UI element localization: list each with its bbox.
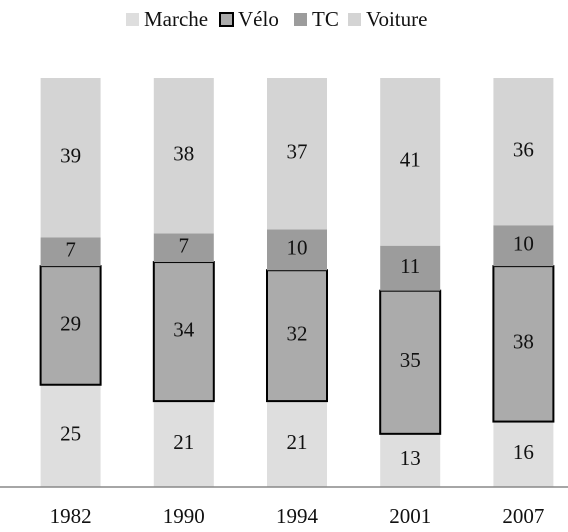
legend-swatch [219,12,234,27]
bar-segment [153,233,214,263]
bar-segment [493,78,554,226]
bar-segment [267,78,327,230]
data-label: 16 [513,440,534,464]
legend-label: Vélo [238,7,279,31]
data-label: 32 [287,321,308,345]
data-label: 7 [65,238,76,262]
bar-segment [380,245,441,291]
bar-segment [493,421,554,487]
legend-swatch [348,13,361,26]
data-label: 29 [60,311,81,335]
data-label: 10 [287,236,308,260]
bar-segment [39,265,102,386]
x-tick-label: 1982 [50,504,92,528]
data-label: 39 [60,144,81,168]
data-label: 37 [287,139,308,163]
data-label: 21 [173,430,194,454]
legend-label: Marche [144,7,208,31]
data-label: 38 [513,330,534,354]
bar-segment [380,433,441,487]
legend-swatch [294,13,307,26]
data-label: 13 [400,446,421,470]
data-label: 7 [179,234,190,258]
x-tick-label: 1994 [276,504,319,528]
data-label: 41 [400,148,421,172]
data-label: 11 [400,254,420,278]
x-tick-label: 2007 [502,504,544,528]
legend-swatch [126,13,139,26]
bar-segment [267,401,327,487]
bar-segment [40,237,101,267]
legend-label: Voiture [366,7,427,31]
data-label: 36 [513,137,534,161]
data-label: 25 [60,422,81,446]
data-label: 10 [513,232,534,256]
data-label: 35 [400,348,421,372]
data-label: 21 [287,430,308,454]
data-label: 38 [173,142,194,166]
bar-segment [153,401,214,487]
bar-segment [40,78,101,238]
legend-label: TC [312,7,339,31]
bar-segment [153,78,214,234]
x-tick-label: 2001 [389,504,431,528]
bar-segment [40,384,101,487]
bar-segment [493,225,554,267]
data-label: 34 [173,317,195,341]
bar-segment [380,78,441,246]
bar-segment [267,229,327,271]
x-tick-label: 1990 [163,504,205,528]
